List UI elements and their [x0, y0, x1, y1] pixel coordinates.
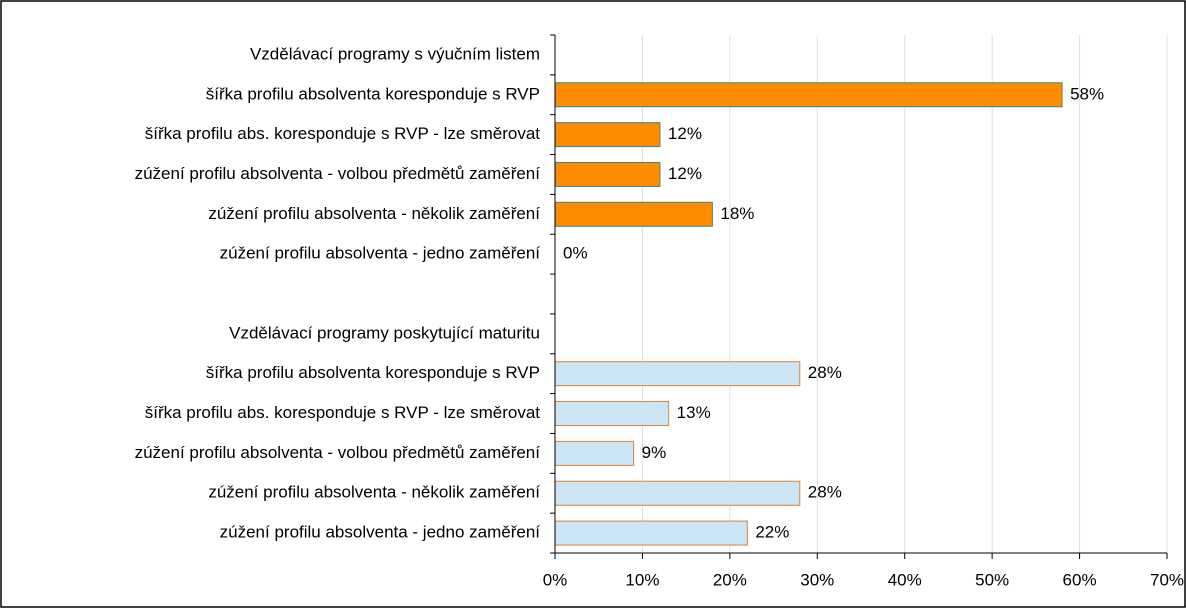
grid — [641, 35, 1168, 553]
y-tick-label: šířka profilu absolventa koresponduje s … — [206, 84, 540, 103]
y-tick-label: zúžení profilu absolventa - několik zamě… — [208, 204, 540, 223]
data-label: 28% — [808, 483, 842, 502]
x-tick-label: 30% — [800, 570, 834, 589]
bar — [554, 440, 635, 466]
data-label: 22% — [755, 523, 789, 542]
bar — [554, 122, 661, 148]
bar — [554, 401, 670, 427]
y-tick-label: zúžení profilu absolventa - volbou předm… — [135, 164, 541, 183]
y-tick-label: zúžení profilu absolventa - několik zamě… — [208, 483, 540, 502]
y-tick-label: šířka profilu abs. koresponduje s RVP - … — [145, 124, 541, 143]
bar — [554, 82, 1063, 108]
y-tick-label: šířka profilu abs. koresponduje s RVP - … — [145, 403, 541, 422]
x-tick-label: 70% — [1150, 570, 1184, 589]
x-tick-label: 0% — [543, 570, 568, 589]
x-tick-label: 60% — [1063, 570, 1097, 589]
x-tick-label: 20% — [713, 570, 747, 589]
x-tick-label: 40% — [888, 570, 922, 589]
data-label: 13% — [677, 403, 711, 422]
marks: 58% 12% 12% 18% 0% 28% 13% 9% 28% 22% — [554, 82, 1104, 546]
x-tick-label: 10% — [625, 570, 659, 589]
y-tick-label: zúžení profilu absolventa - jedno zaměře… — [220, 244, 541, 263]
y-tick-label: zúžení profilu absolventa - volbou předm… — [135, 443, 541, 462]
y-tick-label: šířka profilu absolventa koresponduje s … — [206, 363, 540, 382]
bar — [554, 161, 661, 187]
bar — [554, 201, 713, 227]
data-label: 9% — [642, 443, 667, 462]
bar — [554, 361, 801, 387]
y-tick-label: zúžení profilu absolventa - jedno zaměře… — [220, 523, 541, 542]
data-label: 28% — [808, 363, 842, 382]
data-label: 58% — [1070, 84, 1104, 103]
data-label: 0% — [563, 244, 588, 263]
data-label: 12% — [668, 124, 702, 143]
bar — [554, 520, 748, 546]
data-label: 12% — [668, 164, 702, 183]
x-tick-label: 50% — [975, 570, 1009, 589]
y-tick-label: Vzdělávací programy poskytující maturitu — [229, 323, 540, 342]
data-label: 18% — [720, 204, 754, 223]
y-tick-label: Vzdělávací programy s výučním listem — [250, 44, 540, 63]
bar — [554, 480, 801, 506]
